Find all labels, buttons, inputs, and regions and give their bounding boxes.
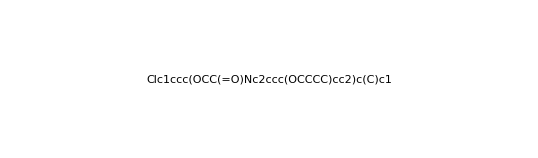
Text: Clc1ccc(OCC(=O)Nc2ccc(OCCCC)cc2)c(C)c1: Clc1ccc(OCC(=O)Nc2ccc(OCCCC)cc2)c(C)c1 xyxy=(146,74,392,84)
